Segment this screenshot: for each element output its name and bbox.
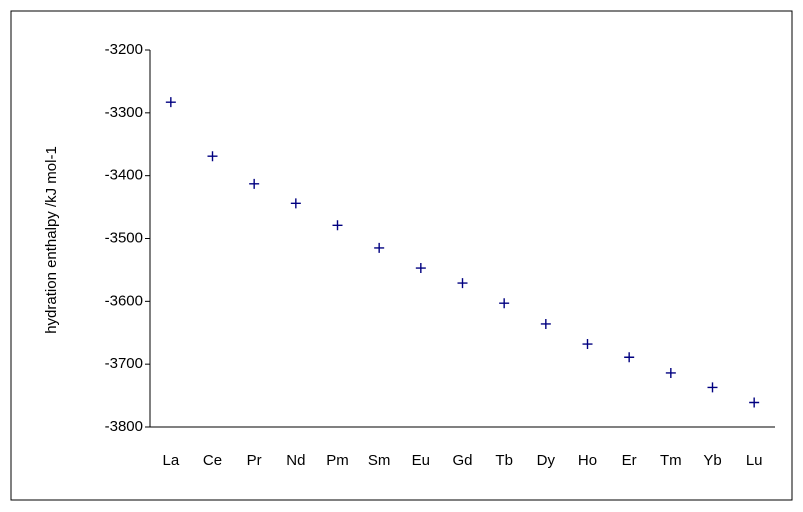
x-tick-label: Ho [578, 452, 597, 469]
marker [665, 367, 676, 378]
marker [499, 298, 510, 309]
marker [290, 198, 301, 209]
y-tick-label: -3300 [105, 104, 143, 121]
marker [374, 242, 385, 253]
marker [707, 382, 718, 393]
x-tick-label: Gd [452, 452, 472, 469]
y-axis-label: hydration enthalpy /kJ mol-1 [43, 146, 60, 334]
chart-border [10, 10, 793, 501]
x-tick-label: Ce [203, 452, 222, 469]
x-tick-label: La [162, 452, 179, 469]
marker [165, 97, 176, 108]
marker [415, 263, 426, 274]
marker [749, 397, 760, 408]
y-tick-label: -3400 [105, 167, 143, 184]
marker [540, 318, 551, 329]
x-tick-label: Dy [537, 452, 556, 469]
y-tick-label: -3600 [105, 292, 143, 309]
y-tick-label: -3500 [105, 229, 143, 246]
marker [457, 278, 468, 289]
marker [624, 352, 635, 363]
x-tick-label: Sm [368, 452, 391, 469]
y-tick-label: -3800 [105, 418, 143, 435]
x-tick-label: Er [622, 452, 637, 469]
y-tick-label: -3700 [105, 355, 143, 372]
x-tick-label: Nd [286, 452, 305, 469]
x-tick-label: Yb [703, 452, 721, 469]
x-tick-label: Pm [326, 452, 349, 469]
marker [332, 220, 343, 231]
y-tick-label: -3200 [105, 41, 143, 58]
x-tick-label: Tm [660, 452, 682, 469]
marker [207, 151, 218, 162]
x-tick-label: Eu [412, 452, 430, 469]
x-tick-label: Tb [495, 452, 513, 469]
x-tick-label: Pr [247, 452, 262, 469]
marker [249, 178, 260, 189]
x-tick-label: Lu [746, 452, 763, 469]
marker [582, 339, 593, 350]
